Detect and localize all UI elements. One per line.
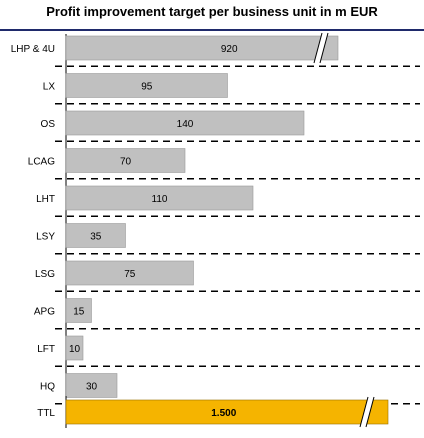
bar	[65, 373, 118, 398]
axis-break-stroke	[319, 32, 329, 64]
data-label: 70	[120, 157, 132, 168]
category-label: HQ	[40, 382, 55, 393]
bar	[65, 298, 92, 323]
bar	[65, 35, 339, 61]
axis-break-stroke	[359, 396, 369, 428]
data-label: 110	[152, 194, 168, 205]
axis-break-stroke	[365, 396, 375, 428]
data-label: 920	[221, 44, 238, 55]
data-label: 30	[86, 382, 98, 393]
bars-layer: LHP & 4U 920 LX 95 OS 140 LCAG 70 LHT 110 LSY 35 LSG…	[11, 32, 420, 428]
axis-break-gap	[360, 397, 374, 427]
category-label: LSY	[36, 232, 55, 243]
chart-title: Profit improvement target per business u…	[46, 4, 378, 19]
total-data-label: 1.500	[211, 408, 236, 419]
total-bar	[65, 399, 389, 425]
bar	[65, 260, 194, 286]
category-label: LSG	[35, 269, 55, 280]
data-label: 95	[141, 82, 153, 93]
category-label: LCAG	[28, 157, 55, 168]
bar	[65, 73, 228, 98]
bar	[65, 148, 186, 173]
total-category-label: TTL	[37, 408, 55, 419]
axis-break-gap	[314, 33, 328, 63]
category-label: LX	[43, 82, 56, 93]
category-label: APG	[34, 307, 55, 318]
category-label: LHT	[36, 194, 55, 205]
data-label: 10	[69, 344, 81, 355]
bar	[65, 223, 126, 248]
data-label: 15	[73, 307, 85, 318]
category-label: LHP & 4U	[11, 44, 55, 55]
axis-break-stroke	[313, 32, 323, 64]
category-label: OS	[41, 119, 56, 130]
data-label: 140	[177, 119, 194, 130]
data-label: 75	[124, 269, 136, 280]
bar	[65, 335, 84, 361]
bar	[65, 110, 305, 136]
category-label: LFT	[37, 344, 55, 355]
bar	[65, 185, 254, 211]
data-label: 35	[90, 232, 102, 243]
